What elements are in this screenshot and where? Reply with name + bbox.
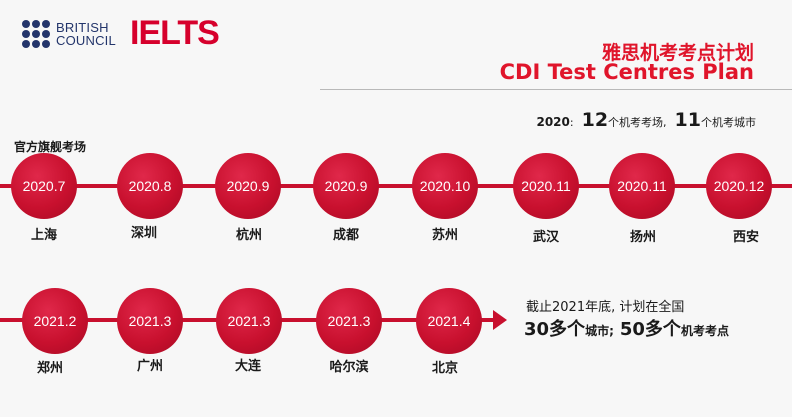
milestone-city: 上海 <box>30 228 57 243</box>
milestone-node: 2020.10 <box>412 153 478 219</box>
summary-cities-label: 个机考城市 <box>701 116 756 129</box>
summary-centres-count: 12 <box>581 109 609 131</box>
ielts-logo: IELTS <box>130 14 220 52</box>
milestone-city: 深圳 <box>130 226 157 241</box>
milestone-city: 大连 <box>234 359 261 374</box>
milestone-node: 2020.11 <box>609 153 675 219</box>
milestone-city: 苏州 <box>431 228 458 243</box>
milestone-node: 2020.9 <box>215 153 281 219</box>
timeline-2020 <box>0 184 792 188</box>
milestone-node: 2020.9 <box>313 153 379 219</box>
milestone-city: 西安 <box>732 230 759 245</box>
milestone-node: 2021.3 <box>216 288 282 354</box>
milestone-city: 扬州 <box>629 230 656 245</box>
arrow-right-icon <box>493 310 507 330</box>
british-council-wordmark: BRITISH COUNCIL <box>56 20 116 48</box>
plan-cities-label: 城市; <box>585 324 614 338</box>
summary-colon: : <box>569 116 574 129</box>
summary-centres-label: 个机考考场, <box>608 116 667 129</box>
milestone-node: 2020.7 <box>11 153 77 219</box>
milestone-city: 郑州 <box>36 361 63 376</box>
milestone-node: 2021.4 <box>416 288 482 354</box>
milestone-city: 广州 <box>136 359 163 374</box>
milestone-node: 2020.11 <box>513 153 579 219</box>
milestone-node: 2020.12 <box>706 153 772 219</box>
page-title-chinese: 雅思机考考点计划 <box>601 42 754 64</box>
milestone-city: 北京 <box>431 361 458 376</box>
plan-cities-count: 30多个 <box>524 319 586 340</box>
plan-note-intro: 截止2021年底, 计划在全国 <box>526 300 685 315</box>
british-council-logo: BRITISH COUNCIL <box>22 20 116 48</box>
plan-centres-count: 50多个 <box>619 319 681 340</box>
milestone-node: 2021.2 <box>22 288 88 354</box>
plan-note-figures: 30多个 城市; 50多个 机考考点 <box>524 315 729 341</box>
milestone-city: 武汉 <box>532 230 559 245</box>
title-divider <box>320 89 792 90</box>
summary-cities-count: 11 <box>674 109 701 131</box>
milestone-node: 2021.3 <box>316 288 382 354</box>
flagship-label: 官方旗舰考场 <box>14 140 87 154</box>
page-title-english: CDI Test Centres Plan <box>499 60 754 84</box>
milestone-city: 杭州 <box>235 228 262 243</box>
summary-2020: 2020 : 12 个机考考场, 11 个机考城市 <box>536 109 756 131</box>
milestone-city: 哈尔滨 <box>329 360 369 375</box>
plan-centres-label: 机考考点 <box>680 324 729 338</box>
british-council-dots-icon <box>22 20 50 48</box>
milestone-node: 2021.3 <box>117 288 183 354</box>
milestone-city: 成都 <box>332 228 359 243</box>
summary-year: 2020 <box>536 115 570 129</box>
milestone-node: 2020.8 <box>117 153 183 219</box>
